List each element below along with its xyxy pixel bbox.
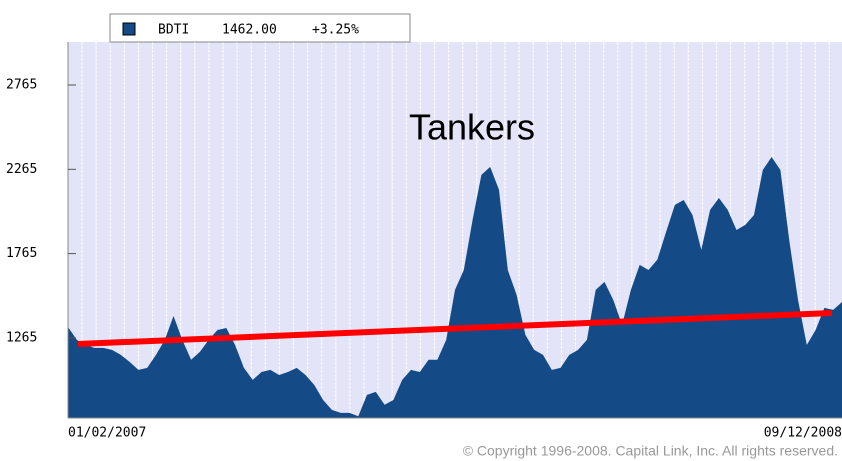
trend-line	[77, 309, 833, 347]
legend-swatch	[122, 22, 136, 36]
x-tick-label: 01/02/2007	[68, 426, 146, 441]
y-tick-label: 1765	[6, 246, 37, 261]
y-tick-label: 2765	[6, 77, 37, 92]
legend-box	[109, 13, 411, 43]
legend-name: BDTI	[158, 23, 189, 38]
y-tick-label: 1265	[6, 330, 37, 345]
copyright: © Copyright 1996-2008. Capital Link, Inc…	[463, 443, 838, 459]
marks	[68, 157, 842, 418]
area	[68, 157, 842, 418]
annotation: Tankers	[409, 107, 535, 148]
legend-change: +3.25%	[312, 23, 359, 38]
x-tick-label: 09/12/2008	[764, 426, 842, 441]
legend-value: 1462.00	[222, 23, 277, 38]
y-tick-label: 2265	[6, 162, 37, 177]
